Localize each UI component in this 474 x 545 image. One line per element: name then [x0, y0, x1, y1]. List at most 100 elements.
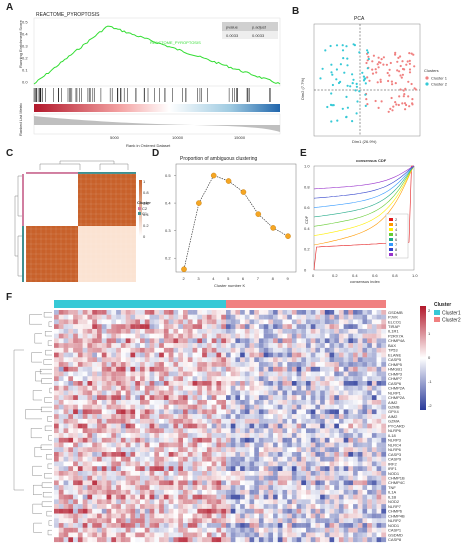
heatmap-cell [206, 381, 212, 386]
heatmap-cell [54, 423, 59, 429]
heatmap-cell [149, 314, 155, 320]
heatmap-cell [357, 437, 363, 443]
heatmap-cell [178, 310, 184, 315]
heatmap-cell [348, 475, 354, 481]
heatmap-cell [230, 499, 236, 505]
heatmap-cell [301, 475, 307, 481]
heatmap-cell [187, 518, 193, 524]
heatmap-cell [315, 418, 321, 424]
heatmap-cell [367, 371, 372, 377]
heatmap-cell [159, 328, 164, 334]
heatmap-cell [244, 404, 250, 410]
heatmap-cell [282, 480, 288, 486]
heatmap-cell [82, 328, 88, 334]
heatmap-cell [254, 399, 260, 405]
heatmap-cell [287, 423, 292, 429]
heatmap-cell [173, 452, 179, 457]
heatmap-cell [82, 480, 88, 486]
heatmap-cell [240, 395, 245, 401]
heatmap-cell [310, 461, 316, 467]
heatmap-cell [159, 475, 164, 481]
heatmap-cell [315, 456, 321, 462]
heatmap-cell [101, 428, 107, 434]
heatmap-cell [144, 395, 150, 401]
heatmap-cell [367, 347, 372, 353]
heatmap-cell [206, 456, 212, 462]
heatmap-cell [362, 357, 368, 363]
pca-point-cluster1 [361, 71, 364, 74]
heatmap-cell [306, 433, 311, 438]
heatmap-cell [230, 418, 236, 424]
heatmap-cell [263, 504, 269, 509]
c-scale-0: 0 [143, 234, 146, 239]
heatmap-cell [268, 489, 274, 495]
heatmap-cell [221, 352, 227, 358]
heatmap-cell [310, 428, 316, 434]
heatmap-cell [277, 513, 283, 519]
heatmap-cell [254, 523, 260, 528]
heatmap-cell [258, 404, 264, 410]
heatmap-cell [296, 409, 302, 415]
heatmap-cell [206, 475, 212, 481]
heatmap-cell [367, 480, 372, 486]
heatmap-cell [263, 390, 269, 396]
heatmap-cell [230, 437, 236, 443]
heatmap-cell [159, 523, 164, 528]
heatmap-cell [226, 527, 231, 533]
heatmap-cell [273, 461, 278, 467]
heatmap-cell [221, 537, 227, 543]
heatmap-cell [240, 328, 245, 334]
heatmap-cell [82, 319, 88, 325]
pca-point-cluster1 [339, 63, 342, 66]
heatmap-cell [221, 385, 227, 391]
heatmap-cell [178, 518, 184, 524]
heatmap-cell [291, 452, 297, 457]
pca-point-cluster1 [330, 63, 333, 66]
heatmap-cell [178, 319, 184, 325]
heatmap-cell [178, 499, 184, 505]
heatmap-cell [63, 433, 69, 438]
heatmap-cell [130, 466, 136, 472]
heatmap-cell [353, 489, 358, 495]
heatmap-cell [263, 518, 269, 524]
heatmap-cell [173, 527, 179, 533]
heatmap-cell [206, 418, 212, 424]
cdf-ytick-label: 0 [304, 268, 307, 273]
heatmap-cell [116, 470, 121, 476]
heatmap-cell [381, 338, 387, 344]
heatmap-cell [116, 314, 121, 320]
heatmap-cell [329, 319, 335, 325]
heatmap-cell [63, 518, 69, 524]
heatmap-cell [54, 433, 59, 438]
pca-point-cluster2 [398, 70, 401, 73]
heatmap-cell [58, 324, 64, 330]
heatmap-cell [63, 480, 69, 486]
heatmap-cell [348, 357, 354, 363]
heatmap-cell [159, 433, 164, 438]
heatmap-cell [244, 480, 250, 486]
heatmap-cell [144, 508, 150, 514]
heatmap-cell [320, 414, 325, 419]
heatmap-cell [101, 433, 107, 438]
heatmap-cell [125, 456, 131, 462]
heatmap-cell [130, 423, 136, 429]
cdf-curve [313, 165, 415, 246]
heatmap-cell [353, 433, 358, 438]
heatmap-cell [187, 466, 193, 472]
cdf-ytick-label: 0.4 [304, 226, 310, 231]
heatmap-cell [111, 508, 117, 514]
pca-point-cluster2 [376, 63, 379, 66]
heatmap-cell [211, 319, 217, 325]
heatmap-cell [273, 414, 278, 419]
heatmap-cell [92, 362, 98, 367]
dendrogram-branch [44, 473, 52, 479]
heatmap-cell [329, 414, 335, 419]
heatmap-cell [240, 433, 245, 438]
pca-point-cluster1 [355, 85, 358, 88]
heatmap-cell [348, 442, 354, 448]
pca-point-cluster2 [399, 55, 402, 58]
heatmap-cell [306, 480, 311, 486]
heatmap-cell [221, 333, 227, 339]
heatmap-cell [249, 371, 255, 377]
heatmap-cell [211, 504, 217, 509]
